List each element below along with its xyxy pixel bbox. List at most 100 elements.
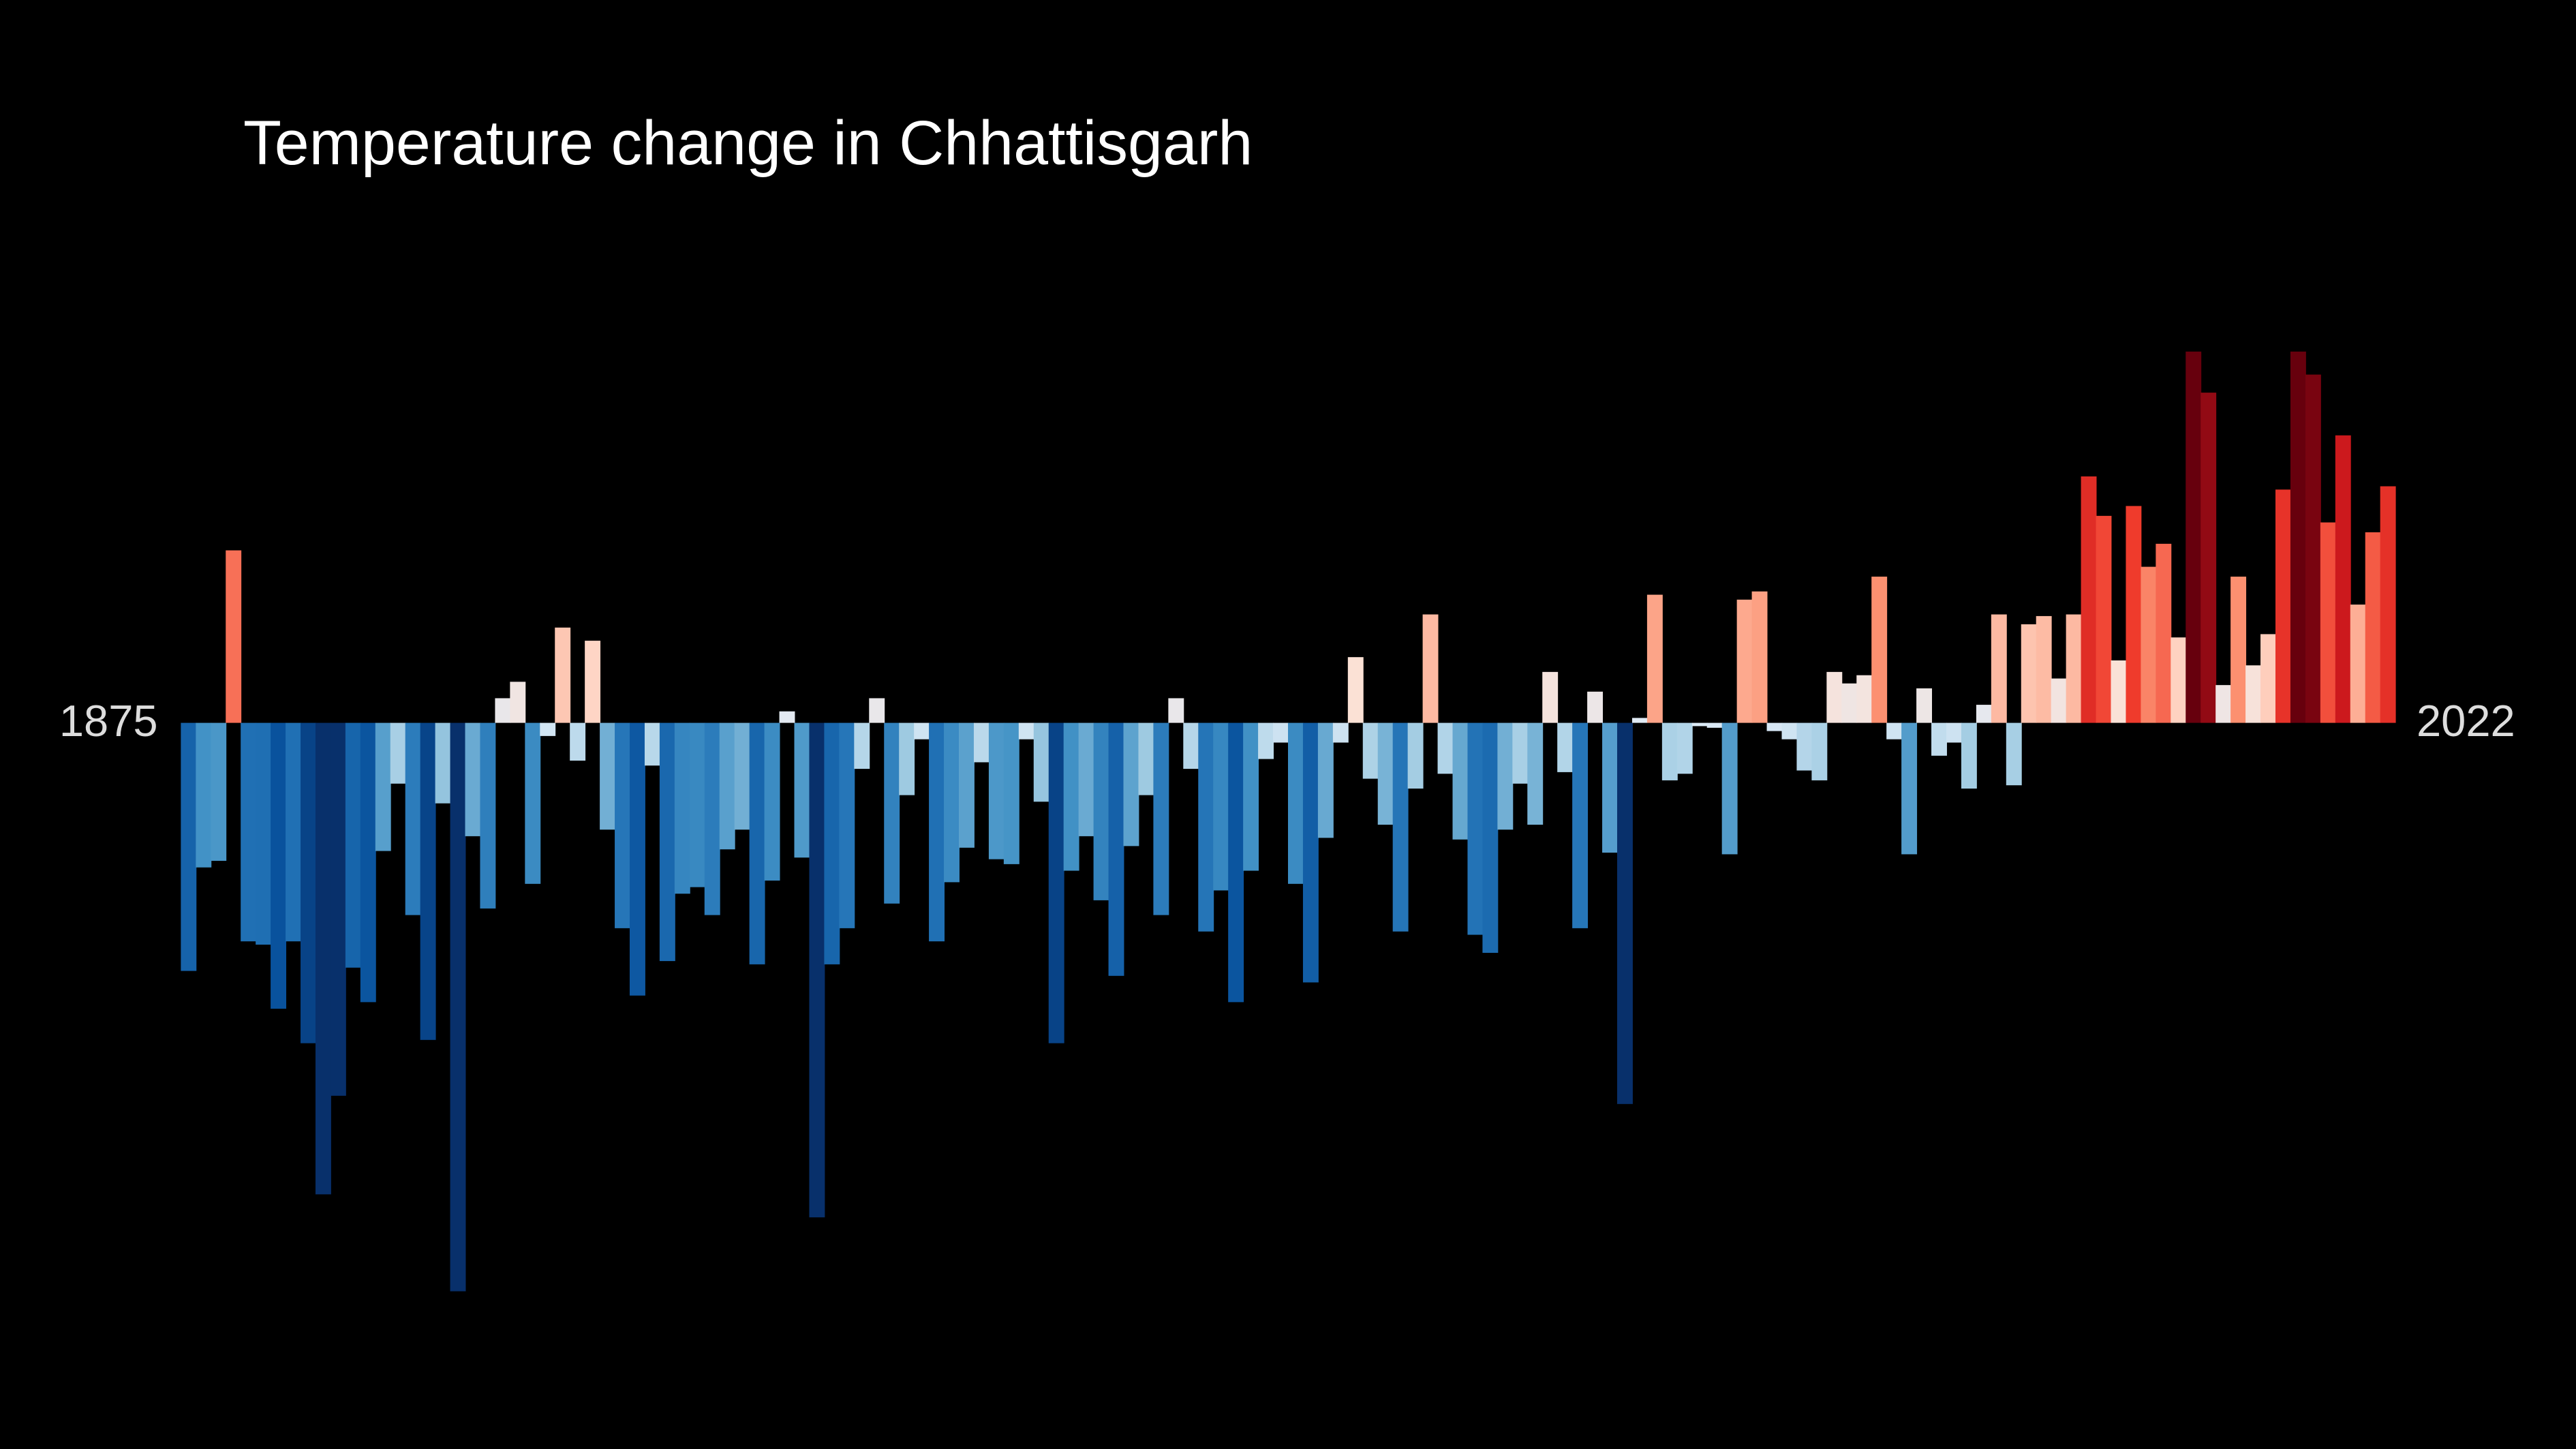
- bar: [1302, 722, 1319, 983]
- bar: [644, 722, 660, 766]
- bar: [2365, 532, 2381, 723]
- bar: [1063, 722, 1079, 871]
- bar: [585, 641, 601, 723]
- bar: [1452, 722, 1469, 840]
- bar: [2275, 489, 2291, 723]
- bar: [390, 722, 406, 784]
- bar: [1183, 722, 1199, 769]
- bar: [1856, 675, 1873, 723]
- bar: [345, 722, 361, 968]
- bar: [944, 722, 960, 883]
- bar: [809, 722, 825, 1218]
- bar: [674, 722, 690, 894]
- bar: [1587, 691, 1604, 723]
- bar: [1467, 722, 1484, 935]
- bar: [1497, 722, 1514, 830]
- bar: [1676, 722, 1693, 774]
- bar: [1542, 671, 1559, 723]
- bar: [1198, 722, 1214, 932]
- bar: [1841, 683, 1858, 723]
- bar: [1931, 722, 1947, 756]
- bar: [1871, 577, 1888, 723]
- bar: [2111, 660, 2127, 723]
- bar: [2201, 393, 2217, 723]
- bar: [884, 722, 900, 904]
- chart-title: Temperature change in Chhattisgarh: [243, 108, 1253, 178]
- bar: [719, 722, 735, 850]
- bar: [1946, 722, 1962, 743]
- bar: [2320, 522, 2336, 723]
- bar: [1826, 671, 1843, 723]
- start-label: 1875: [59, 696, 158, 746]
- bar: [2081, 476, 2097, 723]
- bar: [2230, 577, 2247, 723]
- end-label: 2022: [2417, 696, 2515, 746]
- bar: [1886, 722, 1903, 739]
- bar: [1078, 722, 1094, 836]
- bar: [734, 722, 750, 830]
- bar: [271, 722, 287, 1009]
- bar: [2290, 351, 2306, 723]
- bar: [794, 722, 810, 858]
- bar: [1766, 722, 1783, 731]
- bar: [1033, 722, 1049, 802]
- bar: [1976, 705, 1992, 723]
- bar: [1706, 722, 1723, 728]
- bar: [1288, 722, 1304, 884]
- bar: [315, 722, 331, 1195]
- bar: [465, 722, 481, 836]
- bar: [1213, 722, 1229, 891]
- bar: [764, 722, 780, 881]
- bar: [899, 722, 915, 795]
- bar: [2051, 678, 2067, 723]
- bar: [1093, 722, 1109, 900]
- bar: [2186, 351, 2202, 723]
- bar: [1991, 614, 2007, 723]
- bar: [375, 722, 391, 851]
- bar: [854, 722, 870, 769]
- bar: [779, 711, 795, 723]
- bar: [1557, 722, 1574, 772]
- bar: [1377, 722, 1394, 825]
- bar: [749, 722, 765, 964]
- bar: [1572, 722, 1589, 928]
- bar: [181, 722, 197, 971]
- bar: [1961, 722, 1977, 789]
- bar: [1796, 722, 1813, 771]
- bar: [1243, 722, 1259, 871]
- bar: [1736, 599, 1753, 723]
- bar: [1437, 722, 1454, 774]
- bar: [1317, 722, 1334, 838]
- bar: [1138, 722, 1154, 795]
- bar: [659, 722, 675, 962]
- bar: [869, 698, 885, 723]
- bar: [973, 722, 990, 763]
- bar: [211, 722, 227, 861]
- bar: [360, 722, 376, 1003]
- bar: [241, 722, 257, 942]
- bar: [570, 722, 586, 761]
- bar: [435, 722, 451, 804]
- bar: [824, 722, 840, 964]
- bar: [2171, 637, 2187, 723]
- bar: [2126, 506, 2142, 723]
- bar: [2380, 486, 2396, 723]
- bar: [2006, 722, 2022, 786]
- bar: [480, 722, 496, 909]
- bar: [1392, 722, 1409, 932]
- bar: [1362, 722, 1379, 779]
- bar: [1631, 718, 1648, 723]
- bar: [1048, 722, 1064, 1043]
- bar: [1168, 698, 1184, 723]
- bar: [1721, 722, 1738, 855]
- bar: [226, 550, 242, 723]
- bar: [1691, 722, 1708, 727]
- bar: [1422, 614, 1439, 723]
- bar: [959, 722, 975, 848]
- bar: [405, 722, 421, 915]
- bar: [1811, 722, 1828, 780]
- bar: [555, 627, 571, 723]
- bar: [301, 722, 316, 1043]
